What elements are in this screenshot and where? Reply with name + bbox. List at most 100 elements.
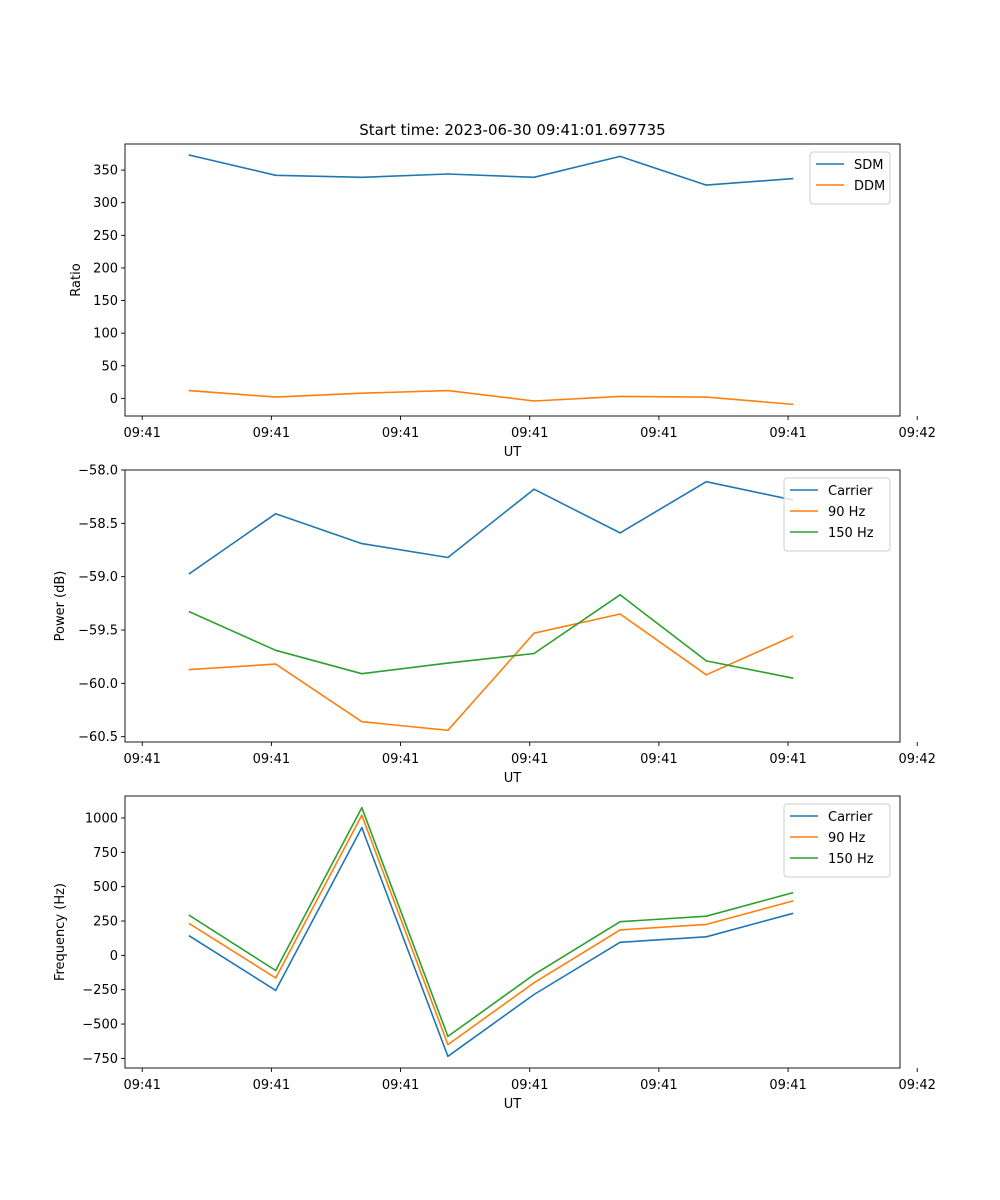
power-point-90-hz-5 (533, 632, 535, 634)
ratio-axes-frame (124, 143, 901, 417)
power-xtick-label: 09:41 (511, 752, 548, 767)
frequency-xtick-label: 09:42 (898, 1078, 935, 1093)
ratio-point-ddm-6 (619, 395, 621, 398)
frequency-legend-label-150-hz: 150 Hz (828, 852, 874, 867)
frequency-ytick-label: −250 (82, 983, 118, 998)
frequency-legend-label-carrier: Carrier (828, 810, 873, 825)
power-xtick-label: 09:41 (640, 752, 677, 767)
ratio-point-sdm-2 (274, 174, 277, 177)
power-point-carrier-6 (619, 532, 621, 534)
ratio-point-ddm-7 (705, 396, 708, 398)
frequency-point-carrier-3 (361, 826, 363, 829)
power-xtick-label: 09:41 (123, 752, 160, 767)
ratio-xtick-label: 09:42 (898, 426, 935, 441)
power-point-carrier-7 (705, 480, 708, 483)
ratio-ytick-label: 150 (93, 294, 118, 309)
ratio-series-line-ddm (188, 389, 794, 406)
frequency-xtick-label: 09:41 (382, 1078, 419, 1093)
frequency-series-line-90-hz (188, 814, 794, 1046)
ratio-point-sdm-4 (447, 173, 449, 175)
ratio-point-sdm-1 (188, 154, 191, 156)
frequency-axes-frame (124, 795, 901, 1069)
power-ytick-label: −60.0 (78, 677, 118, 692)
frequency-point-150-hz-2 (274, 969, 277, 972)
power-point-90-hz-2 (274, 663, 277, 665)
panel-ratio: 09:41 09:41 09:41 09:41 09:41 09:41 09:42 0 50 10… (69, 143, 936, 460)
frequency-point-90-hz-7 (705, 923, 708, 926)
ratio-xtick-label: 09:41 (123, 426, 160, 441)
power-legend: Carrier 90 Hz 150 Hz (783, 477, 891, 552)
frequency-xtick-label: 09:41 (769, 1078, 806, 1093)
frequency-point-150-hz-5 (533, 973, 535, 976)
frequency-ytick-label: −500 (82, 1018, 118, 1033)
frequency-x-axis-label: UT (504, 1097, 522, 1112)
frequency-ytick-label: 0 (110, 949, 118, 964)
power-point-150-hz-5 (533, 652, 535, 655)
power-legend-label-carrier: Carrier (828, 484, 873, 499)
ratio-xtick-label: 09:41 (382, 426, 419, 441)
frequency-ytick-label: 250 (93, 915, 118, 930)
frequency-point-carrier-5 (533, 993, 535, 996)
ratio-point-sdm-6 (619, 155, 621, 158)
power-xtick-label: 09:41 (769, 752, 806, 767)
frequency-point-150-hz-4 (447, 1035, 449, 1038)
power-point-carrier-4 (447, 556, 449, 559)
frequency-series-line-150-hz (188, 806, 794, 1038)
frequency-point-90-hz-8 (791, 900, 794, 902)
ratio-ytick-label: 250 (93, 229, 118, 244)
frequency-xtick-label: 09:41 (511, 1078, 548, 1093)
power-point-carrier-2 (274, 512, 277, 515)
power-xtick-label: 09:42 (898, 752, 935, 767)
power-y-axis-label: Power (dB) (53, 571, 68, 642)
panel-power: 09:41 09:41 09:41 09:41 09:41 09:41 09:42 −58.0… (53, 464, 936, 787)
frequency-ytick-label: 1000 (85, 811, 118, 826)
frequency-ytick-label: 750 (93, 846, 118, 861)
ratio-point-ddm-8 (791, 403, 794, 406)
power-point-90-hz-3 (361, 720, 363, 723)
power-ytick-label: −59.5 (78, 624, 118, 639)
ratio-point-sdm-8 (791, 177, 794, 180)
power-xtick-label: 09:41 (253, 752, 290, 767)
ratio-ytick-label: 350 (93, 164, 118, 179)
frequency-point-150-hz-3 (361, 806, 363, 809)
ratio-ytick-label: 300 (93, 196, 118, 211)
frequency-ytick-label: −750 (82, 1052, 118, 1067)
power-point-90-hz-7 (705, 674, 708, 676)
power-point-150-hz-2 (274, 649, 277, 652)
ratio-xtick-label: 09:41 (769, 426, 806, 441)
power-point-150-hz-4 (447, 662, 449, 664)
ratio-ytick-label: 0 (110, 392, 118, 407)
power-series-line-150-hz (188, 593, 794, 679)
ratio-ytick-label: 100 (93, 327, 118, 342)
frequency-point-150-hz-1 (188, 914, 191, 917)
frequency-xtick-label: 09:41 (640, 1078, 677, 1093)
power-point-carrier-5 (533, 488, 535, 491)
frequency-point-carrier-1 (188, 935, 191, 937)
ratio-x-axis-label: UT (504, 445, 522, 460)
ratio-ytick-label: 50 (101, 359, 118, 374)
frequency-y-axis-label: Frequency (Hz) (53, 883, 68, 981)
power-ytick-label: −58.0 (78, 464, 118, 479)
ratio-point-sdm-7 (705, 184, 708, 186)
power-legend-label-90-hz: 90 Hz (828, 505, 865, 520)
frequency-point-90-hz-6 (619, 929, 621, 931)
power-point-150-hz-1 (188, 611, 191, 613)
frequency-point-90-hz-5 (533, 982, 535, 984)
frequency-point-carrier-7 (705, 936, 708, 938)
ratio-y-axis-label: Ratio (69, 263, 84, 296)
frequency-point-90-hz-4 (447, 1043, 449, 1046)
ratio-series-line-sdm (188, 154, 794, 186)
ratio-point-ddm-1 (188, 389, 191, 392)
power-point-90-hz-1 (188, 668, 191, 671)
power-point-150-hz-6 (619, 594, 621, 596)
frequency-legend-label-90-hz: 90 Hz (828, 831, 865, 846)
ratio-xtick-label: 09:41 (511, 426, 548, 441)
power-xtick-label: 09:41 (382, 752, 419, 767)
frequency-series-line-carrier (188, 826, 794, 1058)
power-ytick-label: −60.5 (78, 730, 118, 745)
power-ytick-label: −58.5 (78, 517, 118, 532)
ratio-xtick-label: 09:41 (253, 426, 290, 441)
panel-frequency: 09:41 09:41 09:41 09:41 09:41 09:41 09:42 1000 7… (53, 795, 936, 1112)
power-point-150-hz-8 (791, 677, 794, 679)
power-point-carrier-1 (188, 572, 191, 575)
